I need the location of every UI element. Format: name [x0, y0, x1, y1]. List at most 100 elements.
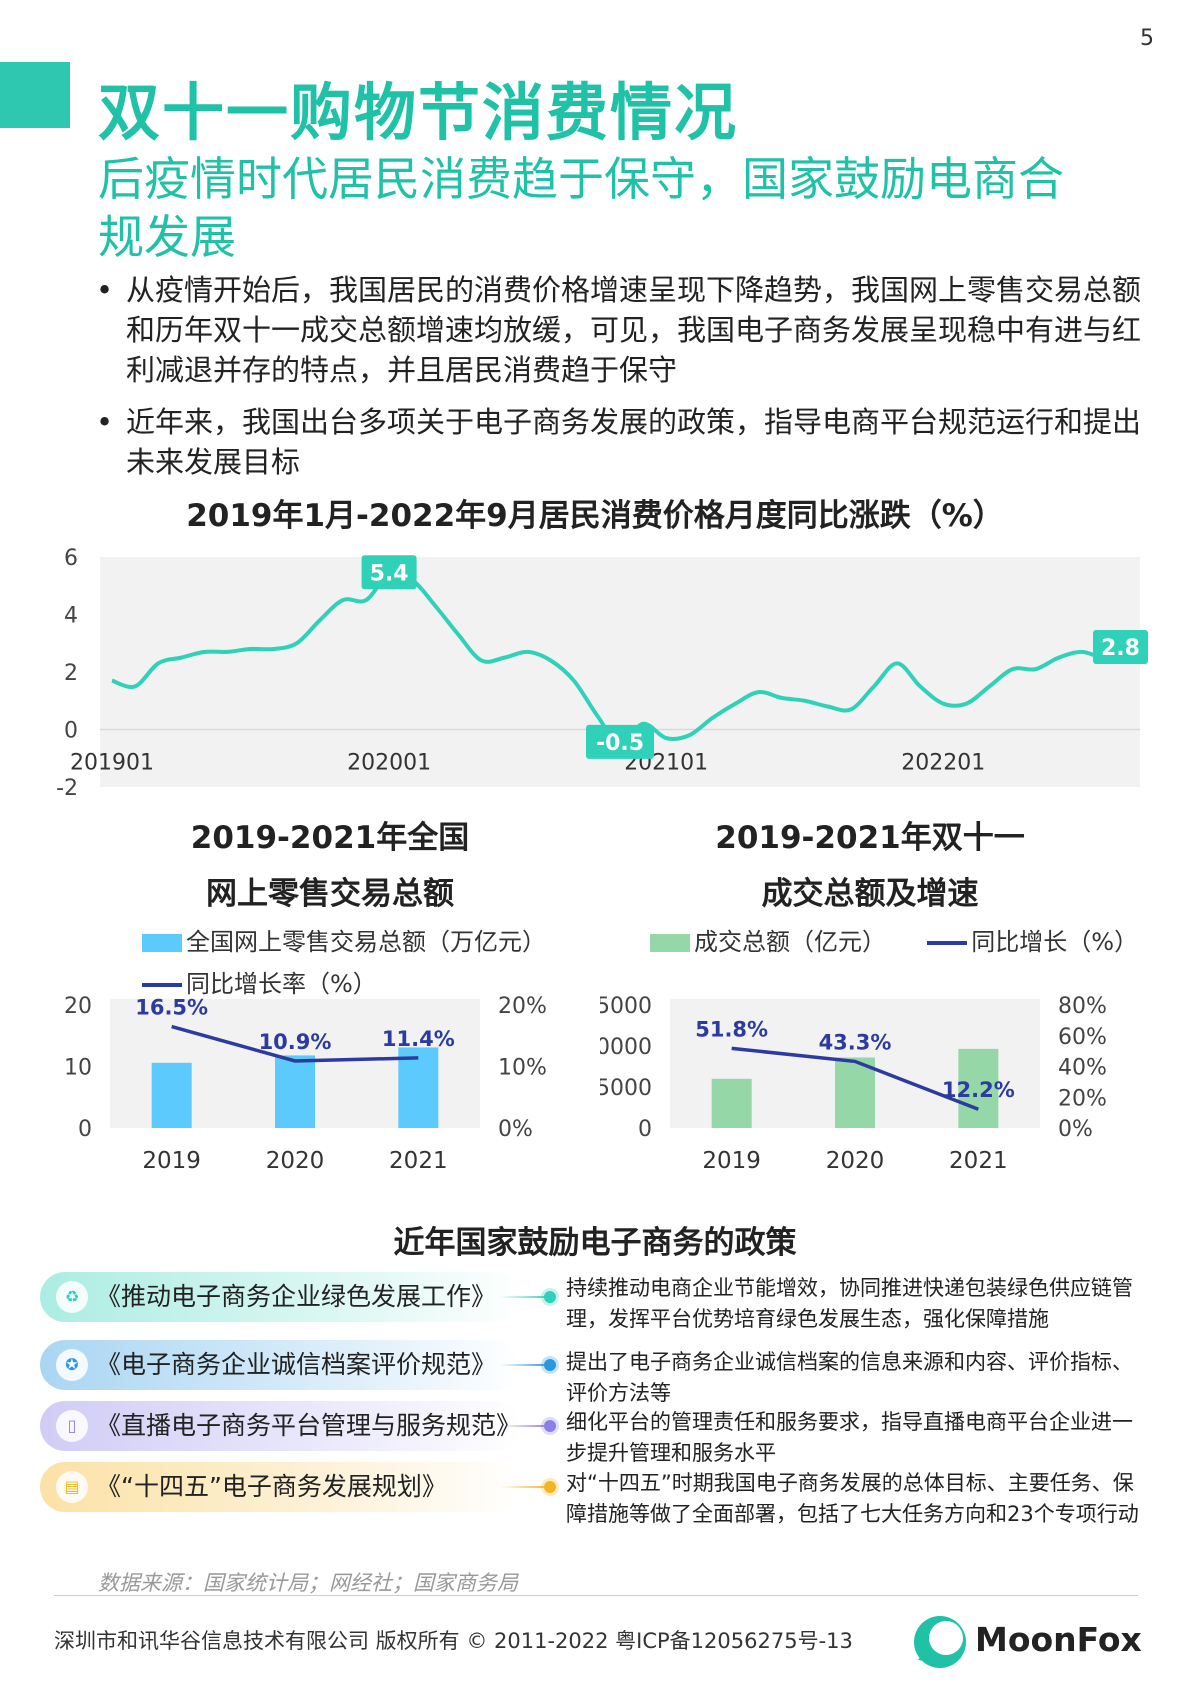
badge-icon: ✪ [56, 1349, 88, 1381]
y-left-tick-label: 0 [638, 1117, 652, 1142]
data-label: 2.8 [1101, 636, 1140, 661]
x-tick-label: 202201 [901, 751, 985, 776]
bar [275, 1055, 315, 1128]
online-retail-title-line2: 网上零售交易总额 [206, 876, 454, 912]
legend-label: 同比增长（%） [971, 928, 1139, 956]
title-accent-block [0, 62, 70, 128]
footer-copyright: 深圳市和讯华谷信息技术有限公司 版权所有 © 2011-2022 粤ICP备12… [54, 1629, 853, 1653]
y-left-tick-label: 0 [78, 1117, 92, 1142]
page-title: 双十一购物节消费情况 [98, 76, 739, 149]
double-eleven-chart-title: 2019-2021年双十一 成交总额及增速 [670, 810, 1070, 922]
y-left-tick-label: 10000 [600, 1035, 652, 1060]
growth-line [731, 1046, 979, 1111]
legend-label: 成交总额（亿元） [694, 928, 886, 956]
online-retail-legend-line: 同比增长率（%） [142, 964, 377, 999]
bar [835, 1057, 875, 1128]
y-right-tick-label: 60% [1058, 1025, 1107, 1050]
policy-item: ▤ 《“十四五”电子商务发展规划》 [40, 1462, 520, 1512]
y-tick-label: -2 [56, 776, 78, 800]
data-source-note: 数据来源：国家统计局；网经社；国家商务局 [98, 1571, 518, 1595]
y-right-tick-label: 20% [498, 994, 547, 1019]
bullet-paragraph: • 近年来，我国出台多项关于电子商务发展的政策，指导电商平台规范运行和提出未来发… [96, 402, 1146, 482]
policy-bullet-dot [544, 1291, 556, 1303]
document-icon: ▤ [56, 1471, 88, 1503]
x-tick-label: 2019 [702, 1148, 761, 1174]
policy-bullet-dot [544, 1359, 556, 1371]
bar [958, 1048, 999, 1128]
policy-name: 《直播电子商务平台管理与服务规范》 [96, 1411, 522, 1440]
recycle-icon: ♻ [56, 1281, 88, 1313]
footer-divider [54, 1595, 1138, 1596]
policy-item: ▯ 《直播电子商务平台管理与服务规范》 [40, 1401, 522, 1451]
policy-connector [500, 1296, 550, 1298]
moonfox-logo-icon [914, 1616, 966, 1668]
y-right-tick-label: 10% [498, 1056, 547, 1081]
page-number: 5 [1140, 26, 1154, 51]
x-tick-label: 202001 [347, 751, 431, 776]
policy-description: 对“十四五”时期我国电子商务发展的总体目标、主要任务、保障措施等做了全面部署，包… [566, 1471, 1139, 1526]
double-eleven-title-line1: 2019-2021年双十一 [715, 820, 1025, 856]
growth-data-label: 11.4% [382, 1027, 455, 1051]
brand-name: MoonFox [975, 1620, 1142, 1659]
policy-name: 《电子商务企业诚信档案评价规范》 [96, 1350, 497, 1379]
legend-label: 同比增长率（%） [186, 970, 377, 998]
phone-icon: ▯ [56, 1410, 88, 1442]
policy-item: ✪ 《电子商务企业诚信档案评价规范》 [40, 1340, 520, 1390]
policy-description: 持续推动电商企业节能增效，协同推进快递包装绿色供应链管理，发挥平台优势培育绿色发… [566, 1276, 1133, 1331]
y-right-tick-label: 20% [1058, 1086, 1107, 1111]
y-left-tick-label: 5000 [600, 1076, 652, 1101]
bar [151, 1062, 192, 1128]
bullet-paragraph: • 从疫情开始后，我国居民的消费价格增速呈现下降趋势，我国网上零售交易总额和历年… [96, 270, 1146, 390]
double-eleven-bar-chart: 15000 10000 5000 0 80% 60% 40% 20% 0% 2019 2020 202… [600, 994, 1107, 1174]
y-tick-label: 2 [64, 661, 78, 686]
policy-description: 提出了电子商务企业诚信档案的信息来源和内容、评价指标、评价方法等 [566, 1350, 1133, 1405]
y-right-tick-label: 0% [498, 1117, 533, 1142]
growth-line [171, 1024, 419, 1063]
cpi-chart-title: 2019年1月-2022年9月居民消费价格月度同比涨跌（%） [186, 498, 1004, 534]
policy-bullet-dot [544, 1481, 556, 1493]
x-tick-label: 2021 [949, 1148, 1008, 1174]
legend-swatch-blue [142, 934, 182, 952]
x-tick-label: 201901 [70, 751, 154, 776]
online-retail-bar-chart: 20 10 0 20% 10% 0% 2019 2020 2021 16.5% 10.9% 11.4% [64, 994, 547, 1174]
growth-data-label: 43.3% [819, 1030, 892, 1054]
data-label-box [586, 724, 654, 759]
y-left-tick-label: 10 [64, 1056, 92, 1081]
legend-line-navy [927, 941, 968, 945]
legend-line-navy [142, 983, 182, 987]
online-retail-chart-title: 2019-2021年全国 网上零售交易总额 [130, 810, 530, 922]
y-right-tick-label: 0% [1058, 1117, 1093, 1142]
policy-item: ♻ 《推动电子商务企业绿色发展工作》 [40, 1272, 520, 1322]
y-tick-label: 4 [64, 604, 78, 629]
data-label: -0.5 [596, 731, 644, 756]
policy-connector [500, 1425, 550, 1427]
x-tick-label: 2020 [826, 1148, 885, 1174]
bullet-marker: • [96, 273, 114, 307]
legend-label: 全国网上零售交易总额（万亿元） [186, 928, 546, 956]
data-label-box [361, 555, 417, 590]
x-tick-label: 2019 [142, 1148, 201, 1174]
page-subtitle: 后疫情时代居民消费趋于保守，国家鼓励电商合规发展 [98, 152, 1064, 264]
policy-name: 《“十四五”电子商务发展规划》 [96, 1472, 447, 1501]
x-tick-label: 2021 [389, 1148, 448, 1174]
double-eleven-legend: 成交总额（亿元） 同比增长（%） [650, 922, 1138, 957]
y-left-tick-label: 20 [64, 994, 92, 1019]
bar [711, 1078, 752, 1128]
data-label-box [1093, 630, 1148, 664]
growth-data-label: 10.9% [259, 1030, 332, 1054]
data-label: 5.4 [370, 561, 409, 586]
policy-name: 《推动电子商务企业绿色发展工作》 [96, 1282, 497, 1311]
policy-bullet-dot [544, 1420, 556, 1432]
bullet-text: 从疫情开始后，我国居民的消费价格增速呈现下降趋势，我国网上零售交易总额和历年双十… [126, 273, 1142, 387]
growth-data-label: 16.5% [135, 996, 208, 1020]
brand-logo: MoonFox [910, 1612, 1142, 1676]
policy-description: 细化平台的管理责任和服务要求，指导直播电商平台企业进一步提升管理和服务水平 [566, 1410, 1133, 1465]
policy-section-title: 近年国家鼓励电子商务的政策 [393, 1225, 797, 1261]
x-tick-label: 2020 [266, 1148, 325, 1174]
y-tick-label: 6 [64, 546, 78, 571]
y-left-tick-label: 15000 [600, 994, 652, 1019]
y-right-tick-label: 40% [1058, 1056, 1107, 1081]
bullet-marker: • [96, 405, 114, 439]
bullet-text: 近年来，我国出台多项关于电子商务发展的政策，指导电商平台规范运行和提出未来发展目… [126, 405, 1142, 479]
